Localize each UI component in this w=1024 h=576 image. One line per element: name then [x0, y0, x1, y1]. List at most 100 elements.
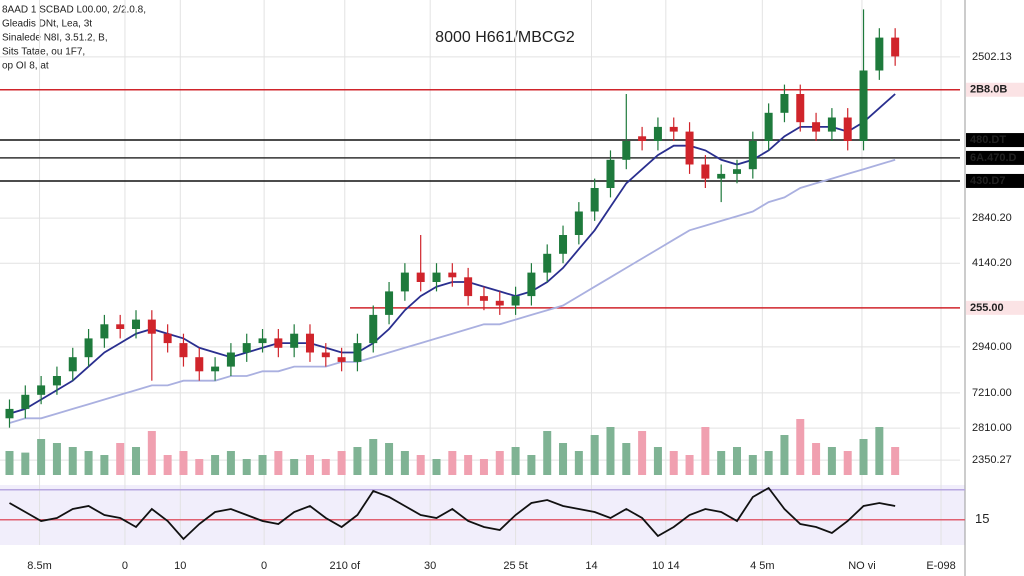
volume-bar	[859, 439, 868, 475]
volume-bar	[68, 447, 77, 475]
x-tick-label: 8.5m	[27, 560, 51, 572]
candle-body	[495, 300, 504, 306]
x-tick-label: NO vi	[848, 560, 876, 572]
volume-bar	[891, 447, 900, 475]
volume-bar	[353, 447, 362, 475]
level-tag	[966, 300, 1024, 315]
candle-body	[68, 357, 77, 372]
x-tick-label: E-098	[926, 560, 955, 572]
candle-body	[400, 272, 409, 292]
candle-body	[163, 333, 172, 344]
x-tick-label: 30	[424, 560, 436, 572]
candle-body	[764, 112, 773, 141]
candle-body	[653, 126, 662, 141]
candle-body	[448, 272, 457, 278]
candle-body	[432, 272, 441, 282]
x-tick-label: 0	[261, 560, 267, 572]
candle-body	[780, 94, 789, 113]
candle-body	[812, 122, 821, 132]
level-tag	[966, 150, 1024, 165]
y-tick-label: 2502.13	[972, 51, 1012, 63]
y-tick-label: 2810.00	[972, 422, 1012, 434]
level-label: 2B8.0B	[970, 84, 1007, 96]
candle-body	[527, 272, 536, 297]
candle-body	[733, 169, 742, 174]
volume-bar	[132, 447, 141, 475]
volume-bar	[622, 443, 631, 475]
volume-bar	[495, 451, 504, 475]
candle-body	[479, 296, 488, 301]
candle-body	[796, 94, 805, 123]
volume-bar	[827, 447, 836, 475]
candle-body	[859, 70, 868, 141]
candle-body	[685, 131, 694, 165]
candle-body	[701, 164, 710, 179]
candle-body	[638, 136, 647, 141]
volume-bar	[211, 455, 220, 475]
volume-bar	[337, 451, 346, 475]
volume-bar	[321, 459, 330, 475]
x-tick-label: 0	[122, 560, 128, 572]
volume-bar	[226, 451, 235, 475]
info-text: Sits Tatae, ou 1F7,	[2, 47, 85, 58]
volume-bar	[638, 431, 647, 475]
level-label: 430.D7	[970, 175, 1005, 187]
volume-bar	[305, 455, 314, 475]
level-label: 255.00	[970, 302, 1004, 314]
candle-body	[511, 296, 520, 306]
candle-body	[416, 272, 425, 282]
candle-body	[369, 314, 378, 344]
volume-bar	[274, 451, 283, 475]
y-tick-label: 7210.00	[972, 387, 1012, 399]
candle-body	[179, 343, 188, 358]
volume-bar	[543, 431, 552, 475]
x-tick-label: 4 5m	[750, 560, 774, 572]
candle-body	[147, 319, 156, 334]
candle-body	[385, 291, 394, 315]
x-tick-label: 25 5t	[503, 560, 527, 572]
candle-body	[353, 343, 362, 362]
candle-body	[5, 408, 14, 419]
candle-body	[827, 117, 836, 132]
volume-bar	[258, 455, 267, 475]
volume-bar	[84, 451, 93, 475]
x-tick-label: 210 of	[329, 560, 361, 572]
candle-body	[891, 37, 900, 57]
candle-body	[559, 235, 568, 254]
volume-bar	[559, 443, 568, 475]
volume-bar	[511, 447, 520, 475]
volume-bar	[875, 427, 884, 475]
candle-body	[590, 188, 599, 212]
volume-bar	[448, 451, 457, 475]
volume-bar	[242, 459, 251, 475]
y-tick-label: 2350.27	[972, 454, 1012, 466]
volume-bar	[590, 435, 599, 475]
candle-body	[574, 211, 583, 235]
oscillator-panel	[0, 485, 965, 545]
candle-body	[875, 37, 884, 71]
x-tick-label: 10	[174, 560, 186, 572]
volume-bar	[748, 455, 757, 475]
candle-body	[84, 338, 93, 358]
oscillator-line	[9, 486, 896, 541]
y-tick-label: 2840.20	[972, 212, 1012, 224]
candle-body	[258, 338, 267, 344]
y-tick-label: 2940.00	[972, 341, 1012, 353]
volume-bar	[733, 447, 742, 475]
volume-bar	[574, 451, 583, 475]
moving-average	[9, 158, 896, 424]
volume-bar	[100, 455, 109, 475]
volume-bar	[116, 443, 125, 475]
volume-bar	[764, 451, 773, 475]
candle-body	[290, 333, 299, 348]
candle-body	[274, 338, 283, 348]
volume-bar	[669, 451, 678, 475]
candle-body	[226, 352, 235, 367]
info-text: 8AAD 1 SCBAD L00.00, 2/2.0.8,	[2, 5, 146, 16]
volume-bar	[416, 455, 425, 475]
volume-bar	[37, 439, 46, 475]
volume-bar	[606, 427, 615, 475]
level-tag	[966, 82, 1024, 97]
candle-body	[116, 324, 125, 329]
